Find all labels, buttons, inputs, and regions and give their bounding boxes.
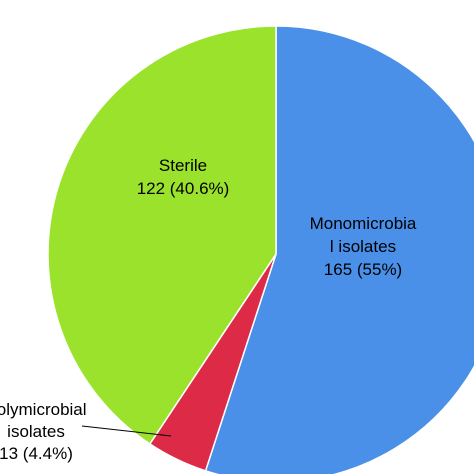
- slice-labels: Monomicrobia l isolates 165 (55%) Polymicro…: [0, 156, 417, 463]
- slice-label-line: Sterile: [159, 156, 207, 175]
- slice-label-line: isolates: [7, 422, 65, 441]
- slice-label-sterile: Sterile 122 (40.6%): [137, 156, 230, 198]
- slice-label-line: Monomicrobia: [310, 214, 417, 233]
- slice-label-line: 165 (55%): [324, 260, 402, 279]
- pie-slice-sterile: [47, 25, 277, 445]
- slice-label-line: 13 (4.4%): [0, 444, 73, 463]
- slice-label-line: 122 (40.6%): [137, 179, 230, 198]
- pie-slice-monomicrobial: [204, 25, 474, 474]
- slice-label-polymicrobial: Polymicrobial isolates 13 (4.4%): [0, 400, 87, 463]
- pie-slices: [47, 25, 474, 474]
- slice-label-line: Polymicrobial: [0, 400, 87, 419]
- polymicrobial-leader-line: [81, 425, 172, 437]
- slice-label-line: l isolates: [330, 237, 396, 256]
- slice-label-monomicrobial: Monomicrobia l isolates 165 (55%): [310, 214, 417, 279]
